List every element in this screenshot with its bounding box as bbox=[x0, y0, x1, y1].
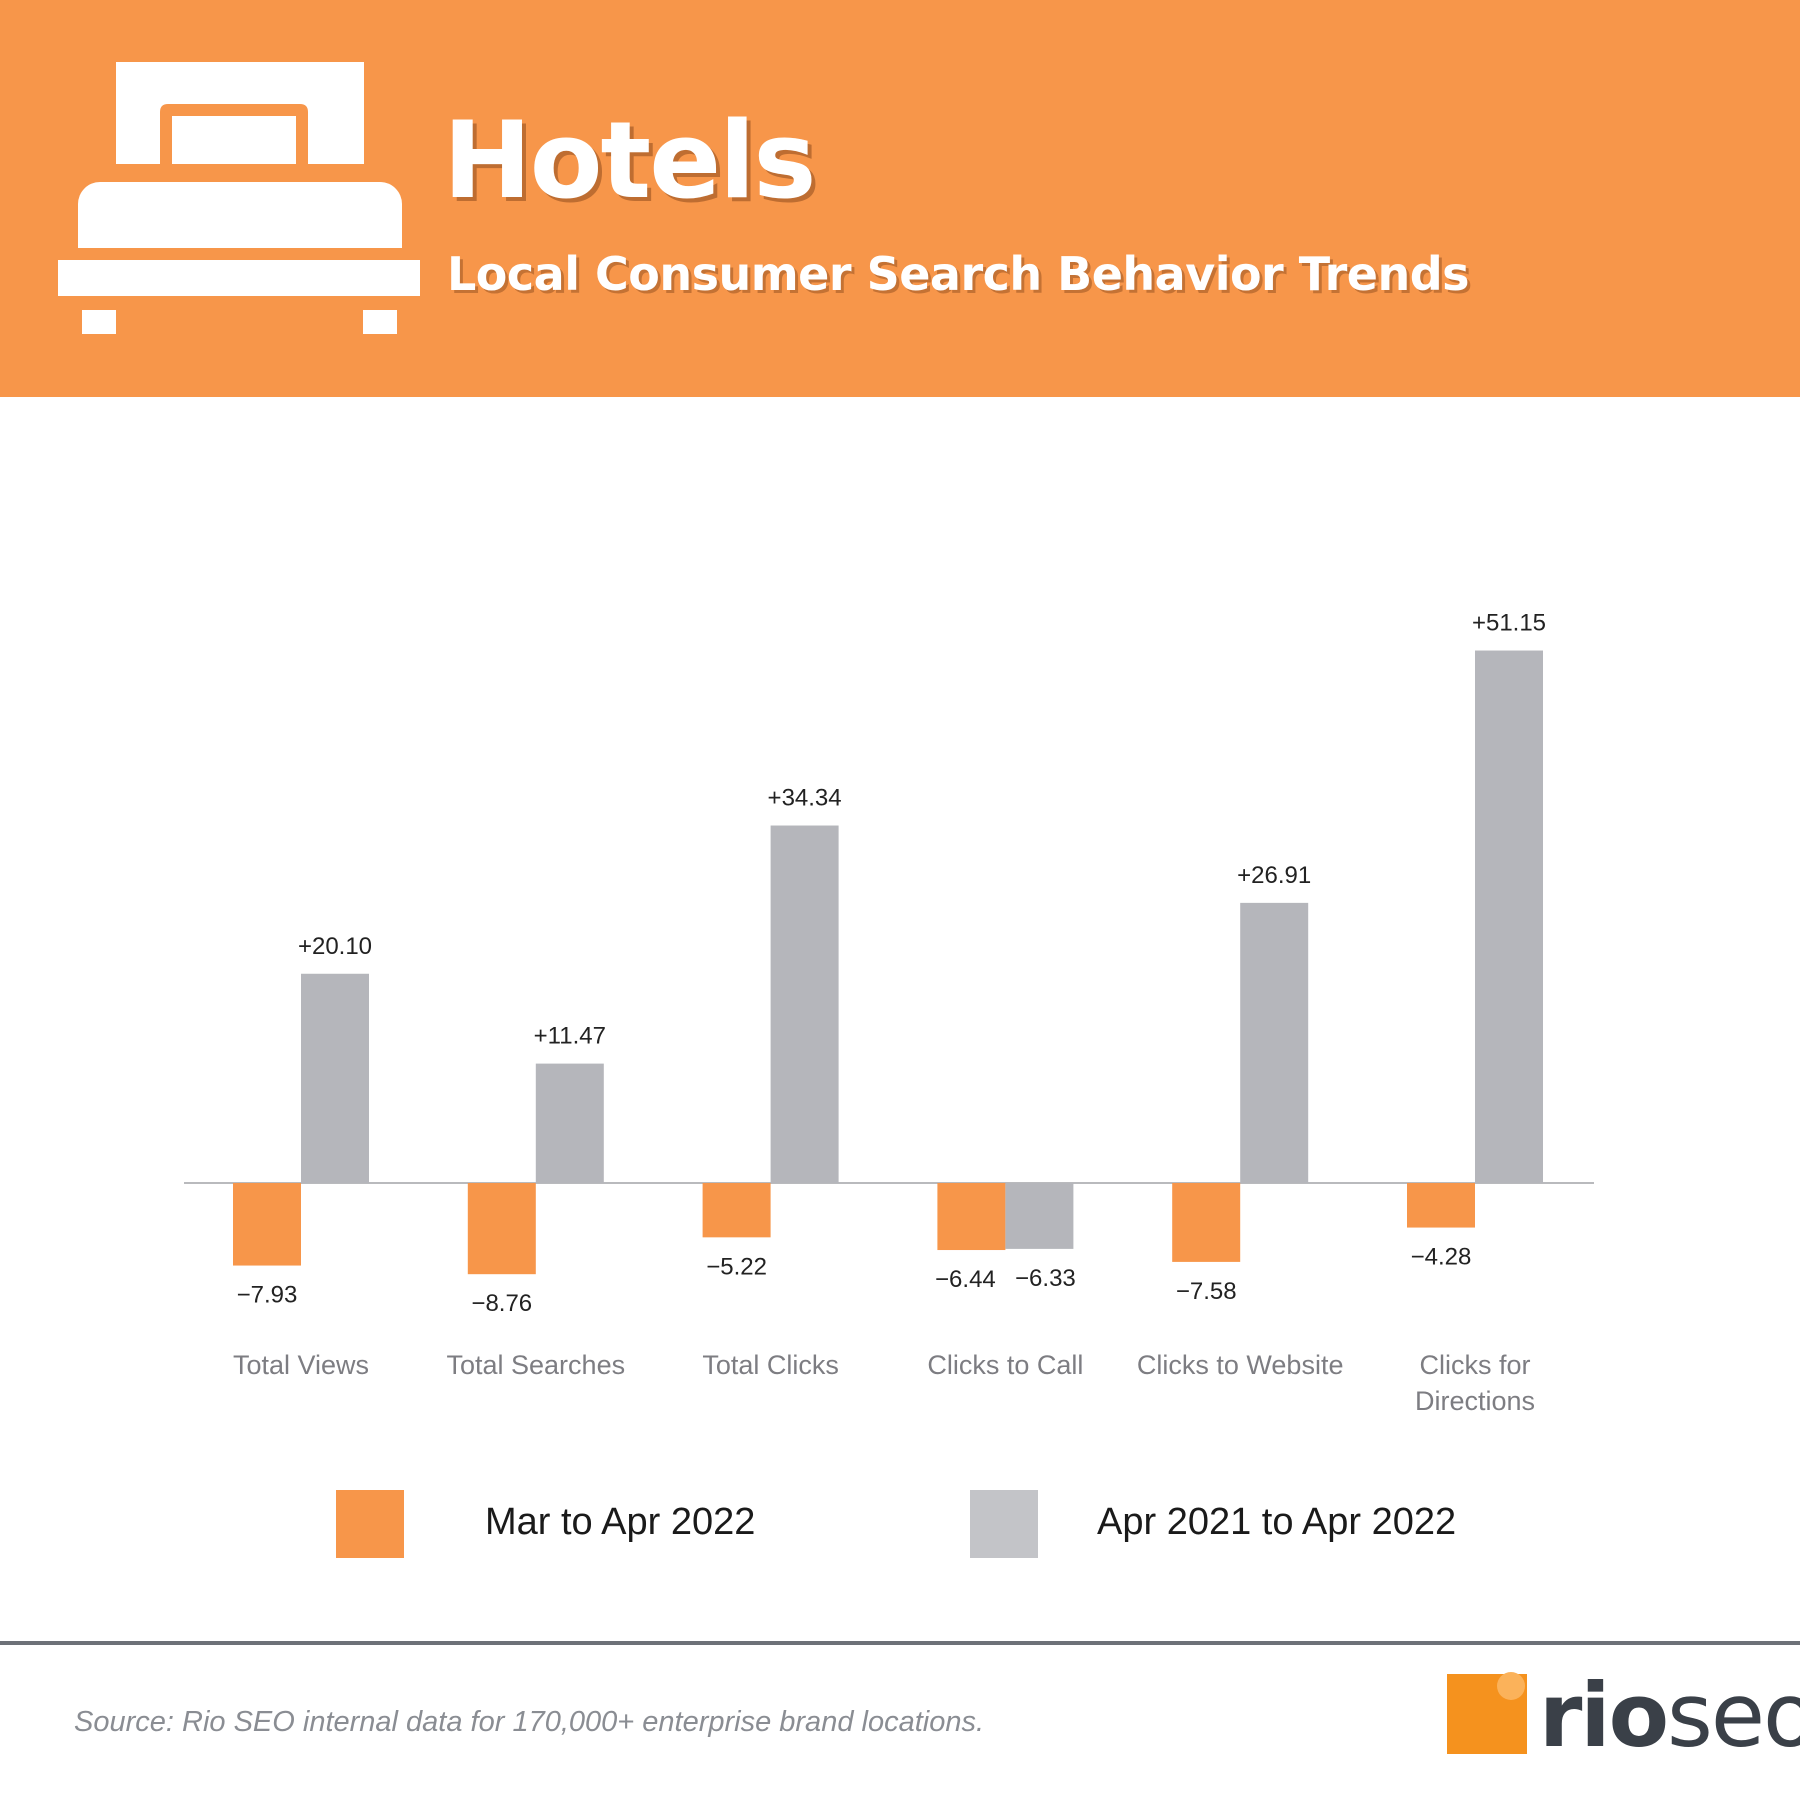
category-label-line: Directions bbox=[1415, 1386, 1535, 1416]
bar-total-searches-mar-apr bbox=[467, 1183, 536, 1275]
category-label-total-searches: Total Searches bbox=[446, 1350, 625, 1380]
value-label-clicks-to-call-yoy: −6.33 bbox=[1015, 1265, 1076, 1292]
value-label-clicks-for-directions-yoy: +51.15 bbox=[1472, 610, 1546, 637]
bars-layer bbox=[233, 650, 1543, 1275]
bar-clicks-for-directions-mar-apr bbox=[1407, 1183, 1475, 1228]
category-labels-layer: Total Views Total Searches Total Clicks Cli… bbox=[233, 1350, 1535, 1416]
value-label-clicks-to-call-mar-apr: −6.44 bbox=[935, 1266, 996, 1293]
bar-total-searches-yoy bbox=[535, 1063, 604, 1183]
logo-wordmark: rioseo bbox=[1539, 1672, 1800, 1760]
category-label-line: Clicks for bbox=[1419, 1350, 1530, 1380]
category-label-clicks-to-call: Clicks to Call bbox=[927, 1350, 1083, 1380]
bar-clicks-for-directions-yoy bbox=[1475, 650, 1543, 1183]
legend-label-mar-apr: Mar to Apr 2022 bbox=[485, 1501, 756, 1543]
bar-total-clicks-yoy bbox=[770, 825, 839, 1183]
bar-total-clicks-mar-apr bbox=[702, 1183, 771, 1238]
legend: Mar to Apr 2022 Apr 2021 to Apr 2022 bbox=[0, 1490, 1800, 1560]
page-subtitle: Local Consumer Search Behavior Trends bbox=[447, 247, 1470, 301]
value-label-clicks-to-website-yoy: +26.91 bbox=[1237, 862, 1311, 889]
legend-swatch-mar-apr bbox=[336, 1490, 404, 1558]
rio-seo-logo: rioseo bbox=[1447, 1672, 1800, 1772]
bar-total-views-mar-apr bbox=[233, 1183, 301, 1266]
bar-clicks-to-call-mar-apr bbox=[937, 1183, 1006, 1251]
bar-clicks-to-website-yoy bbox=[1240, 902, 1309, 1183]
bar-clicks-to-call-yoy bbox=[1005, 1183, 1074, 1249]
category-label-line: Clicks to Call bbox=[927, 1350, 1083, 1380]
logo-dot-icon bbox=[1497, 1672, 1525, 1700]
header-banner: Hotels Local Consumer Search Behavior Tr… bbox=[0, 0, 1800, 397]
bed-icon bbox=[58, 62, 420, 334]
value-label-total-searches-yoy: +11.47 bbox=[534, 1023, 606, 1050]
category-label-total-clicks: Total Clicks bbox=[702, 1350, 839, 1380]
value-label-total-clicks-yoy: +34.34 bbox=[768, 785, 842, 812]
value-label-clicks-to-website-mar-apr: −7.58 bbox=[1176, 1278, 1237, 1305]
value-label-total-clicks-mar-apr: −5.22 bbox=[706, 1253, 767, 1280]
category-label-total-views: Total Views bbox=[233, 1350, 369, 1380]
source-note: Source: Rio SEO internal data for 170,00… bbox=[74, 1706, 985, 1738]
logo-word-rio: rio bbox=[1539, 1664, 1669, 1767]
value-label-total-views-yoy: +20.10 bbox=[298, 933, 372, 960]
category-label-line: Total Views bbox=[233, 1350, 369, 1380]
value-label-clicks-for-directions-mar-apr: −4.28 bbox=[1411, 1244, 1472, 1271]
bar-total-views-yoy bbox=[301, 973, 369, 1183]
footer-divider bbox=[0, 1641, 1800, 1645]
bar-clicks-to-website-mar-apr bbox=[1172, 1183, 1241, 1262]
category-label-line: Clicks to Website bbox=[1137, 1350, 1344, 1380]
category-label-clicks-to-website: Clicks to Website bbox=[1137, 1350, 1344, 1380]
category-label-clicks-for-directions: Clicks for Directions bbox=[1415, 1350, 1535, 1416]
bar-chart: −7.93 +20.10 −8.76 +11.47 −5.22 +34.34 −6.44 −6… bbox=[184, 610, 1594, 1416]
value-label-total-views-mar-apr: −7.93 bbox=[237, 1282, 298, 1309]
logo-word-seo: seo bbox=[1667, 1664, 1800, 1767]
page-title: Hotels bbox=[443, 99, 817, 222]
value-labels-layer: −7.93 +20.10 −8.76 +11.47 −5.22 +34.34 −6.44 −6… bbox=[237, 610, 1546, 1318]
legend-swatch-yoy bbox=[970, 1490, 1038, 1558]
category-label-line: Total Searches bbox=[446, 1350, 625, 1380]
category-label-line: Total Clicks bbox=[702, 1350, 839, 1380]
value-label-total-searches-mar-apr: −8.76 bbox=[471, 1290, 532, 1317]
legend-label-yoy: Apr 2021 to Apr 2022 bbox=[1097, 1501, 1457, 1543]
